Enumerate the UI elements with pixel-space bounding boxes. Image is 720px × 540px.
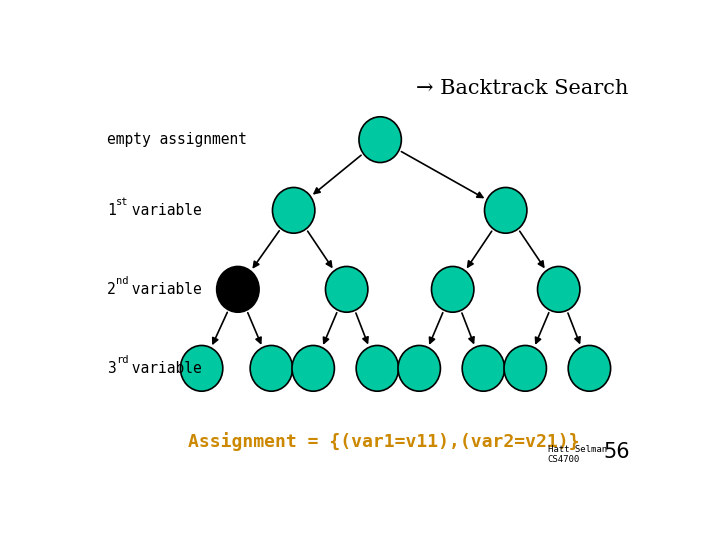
Text: 3: 3 [107, 361, 115, 376]
Ellipse shape [325, 266, 368, 312]
Text: Assignment = {(var1=v11),(var2=v21)}: Assignment = {(var1=v11),(var2=v21)} [188, 431, 579, 450]
Text: rd: rd [116, 355, 128, 365]
Text: variable: variable [124, 282, 202, 297]
Text: empty assignment: empty assignment [107, 132, 247, 147]
Ellipse shape [538, 266, 580, 312]
Ellipse shape [292, 346, 334, 391]
Ellipse shape [504, 346, 546, 391]
Text: CS4700: CS4700 [547, 455, 580, 464]
Ellipse shape [568, 346, 611, 391]
Ellipse shape [462, 346, 505, 391]
Ellipse shape [485, 187, 527, 233]
Ellipse shape [181, 346, 222, 391]
Text: st: st [116, 197, 128, 207]
Ellipse shape [431, 266, 474, 312]
Text: variable: variable [124, 203, 202, 218]
Ellipse shape [272, 187, 315, 233]
Text: → Backtrack Search: → Backtrack Search [416, 79, 629, 98]
Text: 56: 56 [603, 442, 630, 462]
Text: variable: variable [124, 361, 202, 376]
Text: 1: 1 [107, 203, 115, 218]
Ellipse shape [250, 346, 292, 391]
Ellipse shape [217, 266, 259, 312]
Text: Hatt Selman: Hatt Selman [547, 444, 607, 454]
Ellipse shape [398, 346, 441, 391]
Text: 2: 2 [107, 282, 115, 297]
Ellipse shape [356, 346, 399, 391]
Ellipse shape [359, 117, 401, 163]
Text: nd: nd [116, 276, 128, 286]
